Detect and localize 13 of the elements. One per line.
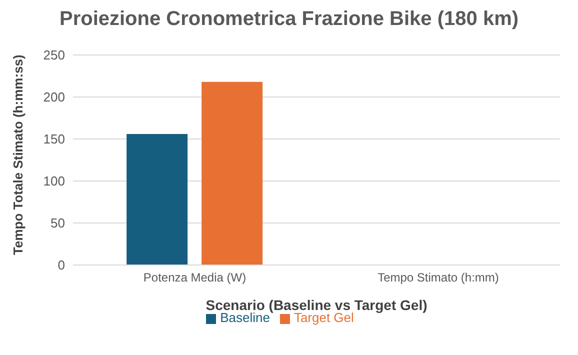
- y-tick-label: 150: [43, 132, 65, 147]
- y-tick-label: 250: [43, 48, 65, 63]
- legend-label: Baseline: [220, 310, 270, 325]
- y-tick-label: 100: [43, 174, 65, 189]
- x-tick-label: Potenza Media (W): [143, 270, 246, 285]
- y-tick-label: 0: [58, 258, 65, 273]
- x-axis-title: Scenario (Baseline vs Target Gel): [206, 297, 428, 313]
- y-axis-title: Tempo Totale Stimato (h:mm:ss): [10, 54, 26, 255]
- chart-title: Proiezione Cronometrica Frazione Bike (180 km): [58, 8, 520, 31]
- legend-label: Target Gel: [294, 310, 354, 325]
- y-tick-label: 50: [50, 216, 65, 231]
- x-tick-label: Tempo Stimato (h:mm): [378, 270, 499, 285]
- y-tick-label: 200: [43, 90, 65, 105]
